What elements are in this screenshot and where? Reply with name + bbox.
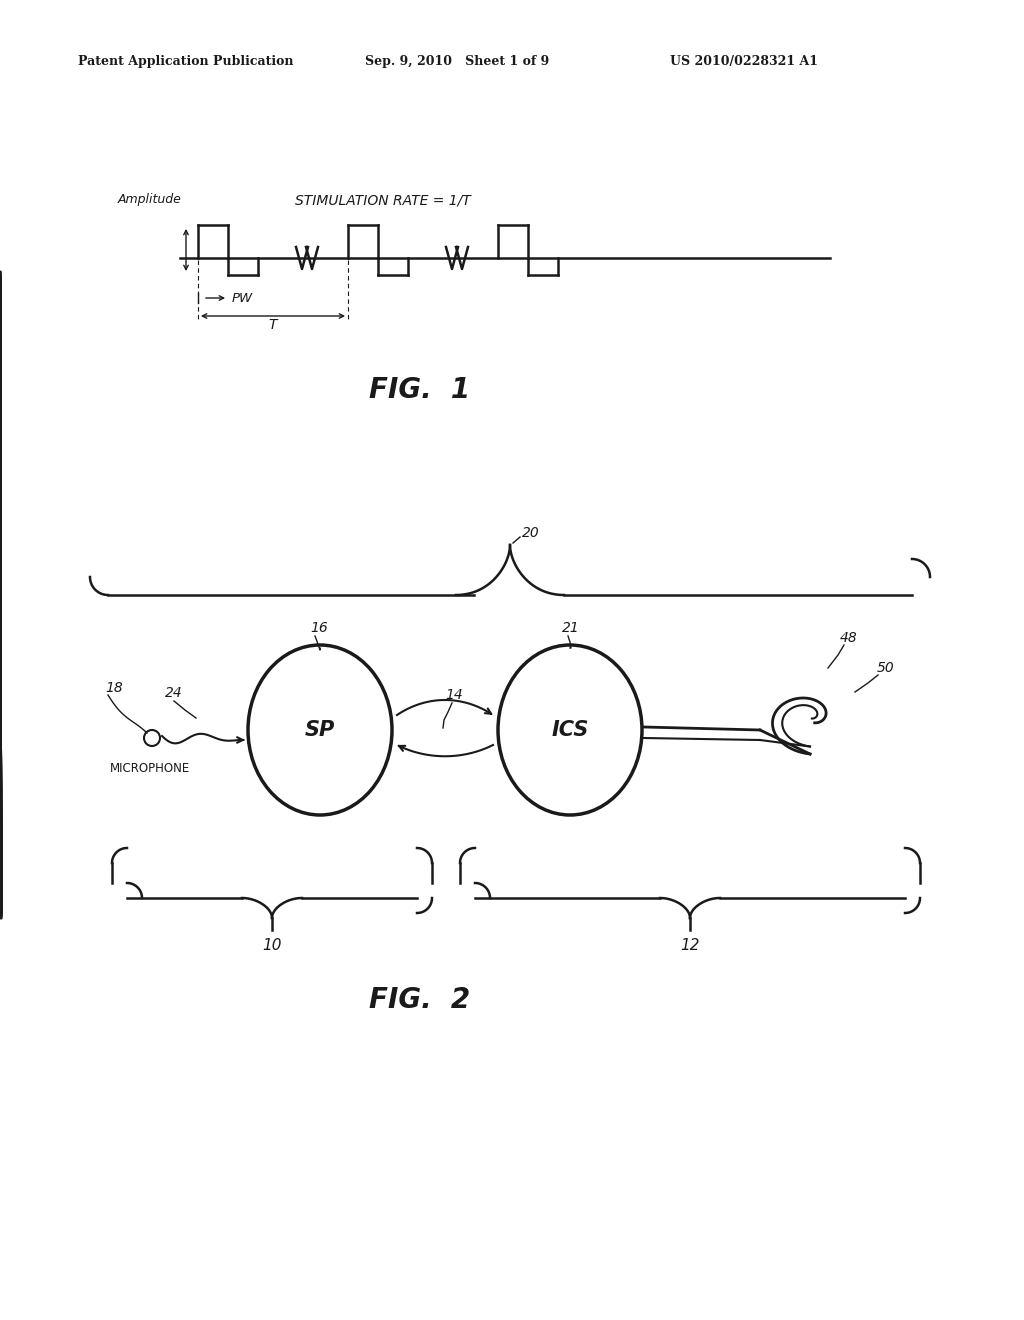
Text: 21: 21 <box>562 620 580 635</box>
Text: SP: SP <box>305 719 335 741</box>
Text: US 2010/0228321 A1: US 2010/0228321 A1 <box>670 55 818 69</box>
Text: 16: 16 <box>310 620 328 635</box>
Text: STIMULATION RATE = 1/T: STIMULATION RATE = 1/T <box>295 193 471 207</box>
Text: PW: PW <box>232 293 253 305</box>
Text: FIG.  2: FIG. 2 <box>370 986 471 1014</box>
Text: FIG.  1: FIG. 1 <box>370 376 471 404</box>
Text: 20: 20 <box>522 525 540 540</box>
Text: Amplitude: Amplitude <box>118 194 182 206</box>
Text: 14: 14 <box>445 688 463 702</box>
Text: 10: 10 <box>262 937 282 953</box>
Text: Sep. 9, 2010   Sheet 1 of 9: Sep. 9, 2010 Sheet 1 of 9 <box>365 55 549 69</box>
Text: 50: 50 <box>877 661 895 675</box>
Text: 48: 48 <box>840 631 858 645</box>
Text: 24: 24 <box>165 686 182 700</box>
Text: T: T <box>268 318 278 333</box>
Text: MICROPHONE: MICROPHONE <box>110 762 190 775</box>
Text: 12: 12 <box>680 937 699 953</box>
Text: 18: 18 <box>105 681 123 696</box>
Text: ICS: ICS <box>551 719 589 741</box>
Text: Patent Application Publication: Patent Application Publication <box>78 55 294 69</box>
